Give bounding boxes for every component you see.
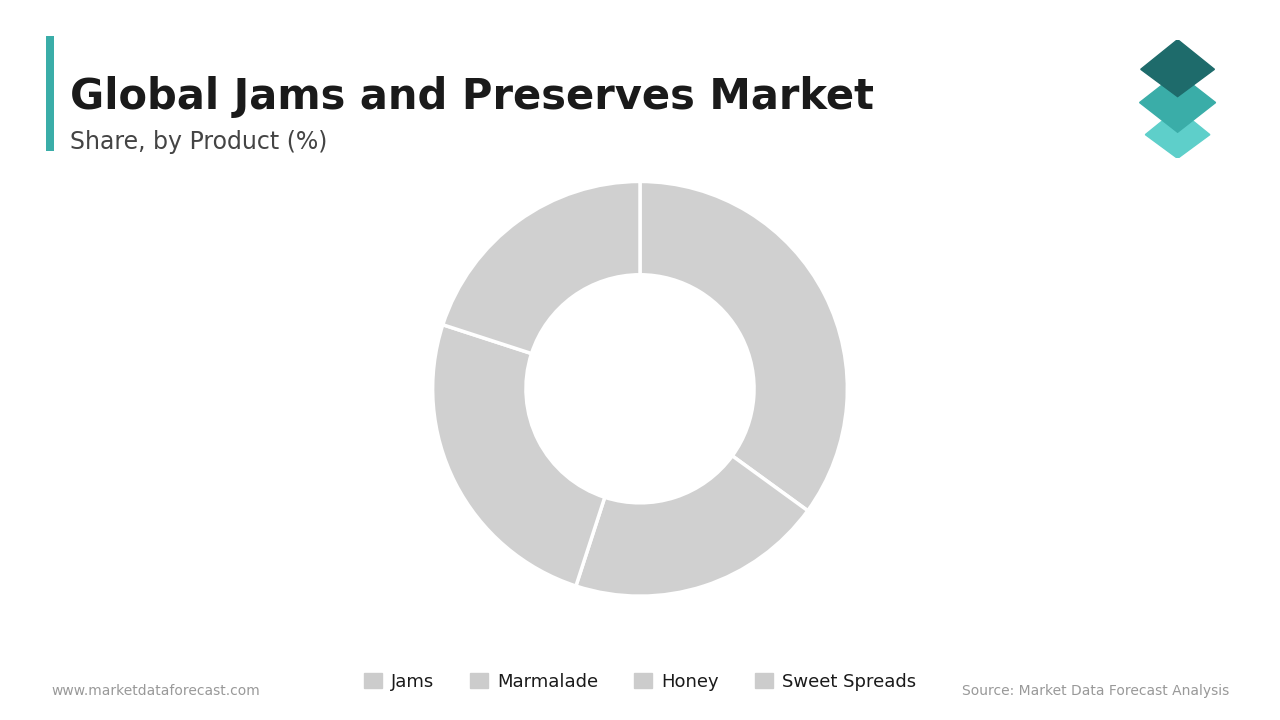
Wedge shape [576,456,808,596]
Wedge shape [433,325,604,586]
Wedge shape [640,181,847,510]
Text: Source: Market Data Forecast Analysis: Source: Market Data Forecast Analysis [961,685,1229,698]
Text: www.marketdataforecast.com: www.marketdataforecast.com [51,685,260,698]
Text: Global Jams and Preserves Market: Global Jams and Preserves Market [70,76,874,117]
FancyBboxPatch shape [46,36,54,151]
Polygon shape [1139,73,1216,132]
Polygon shape [1140,40,1215,96]
Wedge shape [443,181,640,354]
Text: Share, by Product (%): Share, by Product (%) [70,130,328,153]
Polygon shape [1146,109,1210,158]
Legend: Jams, Marmalade, Honey, Sweet Spreads: Jams, Marmalade, Honey, Sweet Spreads [364,672,916,690]
